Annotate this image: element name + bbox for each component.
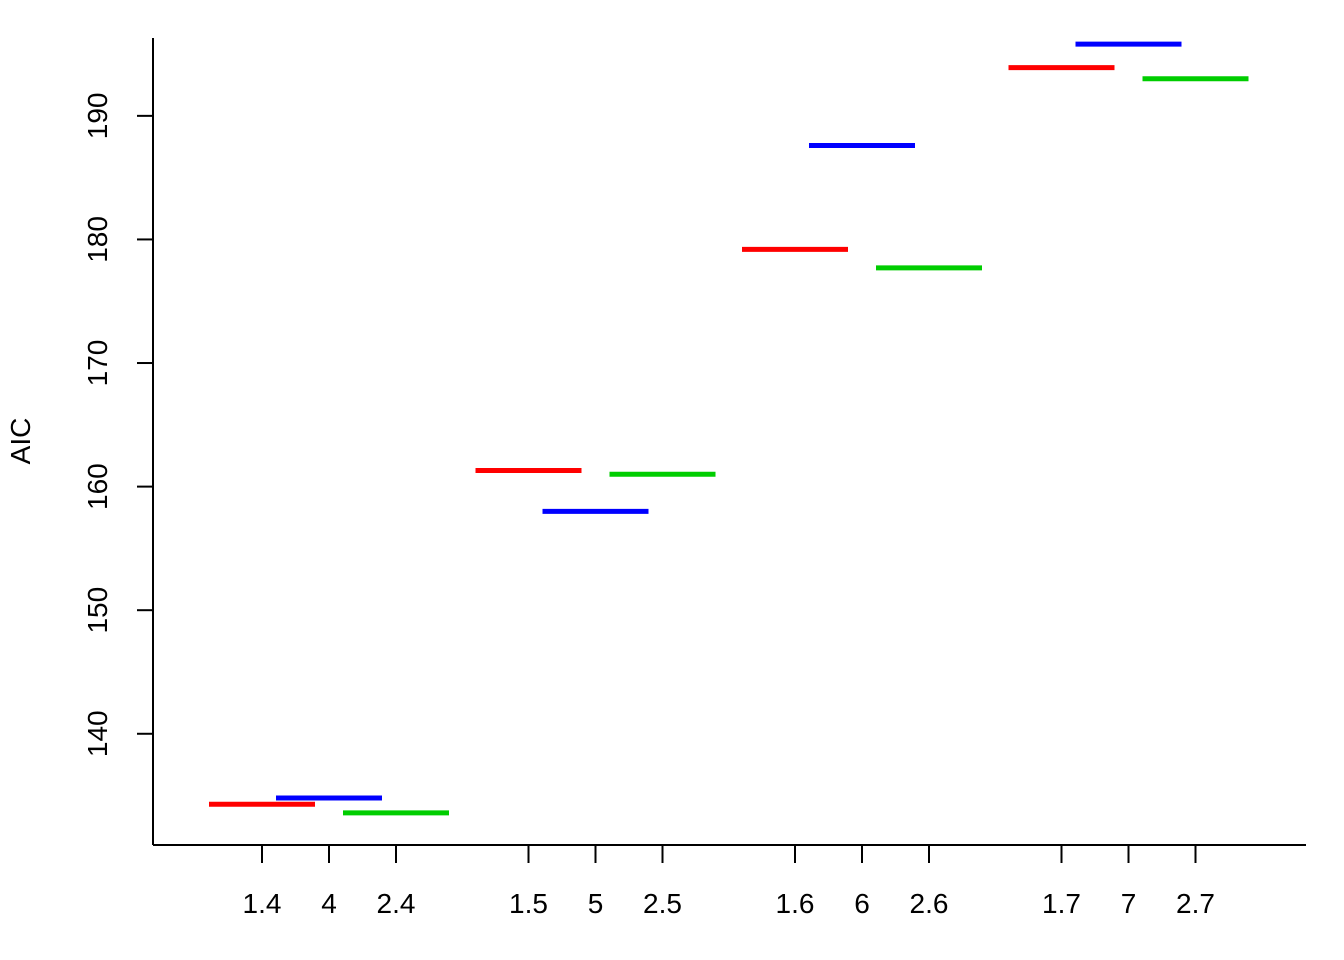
x-tick-label: 1.7 (1042, 888, 1081, 919)
x-tick-label: 2.7 (1176, 888, 1215, 919)
x-tick-label: 4 (321, 888, 337, 919)
x-tick-label: 1.5 (509, 888, 548, 919)
y-tick-label: 140 (82, 710, 113, 757)
x-tick-label: 1.4 (243, 888, 282, 919)
x-tick-label: 2.4 (377, 888, 416, 919)
x-tick-label: 2.5 (643, 888, 682, 919)
x-tick-label: 5 (588, 888, 604, 919)
x-tick-label: 7 (1121, 888, 1137, 919)
y-axis-title: AIC (5, 418, 36, 465)
y-ticks: 140 150 160 170 180 190 (82, 92, 153, 757)
x-ticks: 1.4 4 2.4 1.5 5 2.5 1.6 6 2.6 1.7 7 2.7 (243, 845, 1215, 919)
x-tick-label: 6 (854, 888, 870, 919)
axes (152, 38, 1306, 846)
y-tick-label: 150 (82, 587, 113, 634)
y-tick-label: 160 (82, 463, 113, 510)
y-tick-label: 170 (82, 340, 113, 387)
y-tick-label: 190 (82, 92, 113, 139)
x-tick-label: 2.6 (910, 888, 949, 919)
x-tick-label: 1.6 (776, 888, 815, 919)
data-marks (209, 41, 1249, 816)
y-tick-label: 180 (82, 216, 113, 263)
